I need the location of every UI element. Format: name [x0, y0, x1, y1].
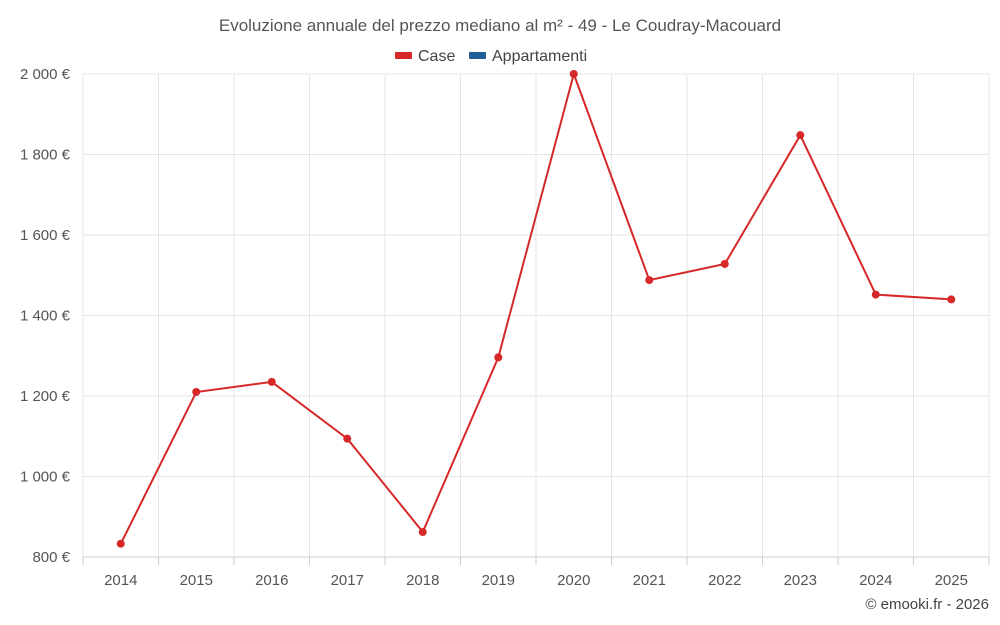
data-point[interactable] — [947, 295, 956, 304]
data-point[interactable] — [494, 353, 503, 362]
legend-swatch-case — [395, 52, 412, 59]
data-point[interactable] — [116, 539, 125, 548]
data-point[interactable] — [796, 131, 805, 140]
chart-title: Evoluzione annuale del prezzo mediano al… — [219, 16, 781, 35]
data-point[interactable] — [418, 528, 427, 537]
legend-label-appartamenti: Appartamenti — [492, 48, 587, 65]
x-tick-label: 2023 — [784, 572, 817, 589]
y-tick-label: 1 600 € — [20, 227, 71, 244]
x-tick-label: 2015 — [180, 572, 213, 589]
y-tick-label: 1 200 € — [20, 388, 71, 405]
series-case — [116, 70, 956, 548]
data-point[interactable] — [267, 377, 276, 386]
x-tick-label: 2022 — [708, 572, 741, 589]
y-tick-label: 1 400 € — [20, 308, 71, 325]
legend-label-case: Case — [418, 48, 455, 65]
x-tick-label: 2014 — [104, 572, 137, 589]
legend: Case Appartamenti — [395, 48, 587, 65]
credit-text: © emooki.fr - 2026 — [865, 596, 989, 613]
data-point[interactable] — [569, 70, 578, 78]
x-tick-label: 2019 — [482, 572, 515, 589]
x-tick-label: 2021 — [633, 572, 666, 589]
x-tick-label: 2016 — [255, 572, 288, 589]
x-tick-label: 2024 — [859, 572, 892, 589]
axes: 800 € 1 000 € 1 200 € 1 400 € 1 600 € 1 800 €… — [20, 66, 990, 589]
x-tick-label: 2025 — [935, 572, 968, 589]
data-point[interactable] — [720, 259, 729, 268]
y-tick-label: 1 000 € — [20, 469, 71, 486]
legend-item-appartamenti[interactable]: Appartamenti — [469, 48, 587, 65]
grid — [82, 73, 990, 557]
legend-swatch-appartamenti — [469, 52, 486, 59]
data-point[interactable] — [192, 387, 201, 396]
data-point[interactable] — [871, 290, 880, 299]
y-tick-label: 1 800 € — [20, 147, 71, 164]
x-tick-label: 2017 — [331, 572, 364, 589]
data-point[interactable] — [343, 434, 352, 443]
series-line-case — [119, 70, 952, 545]
x-tick-label: 2018 — [406, 572, 439, 589]
y-tick-label: 800 € — [32, 549, 70, 566]
y-tick-label: 2 000 € — [20, 66, 71, 83]
data-point[interactable] — [645, 276, 654, 285]
legend-item-case[interactable]: Case — [395, 48, 455, 65]
x-tick-label: 2020 — [557, 572, 590, 589]
